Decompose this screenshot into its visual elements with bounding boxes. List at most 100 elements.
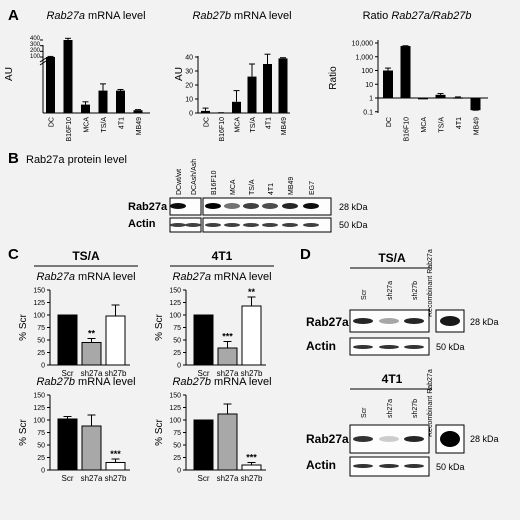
blot-d-4t1-recombinant-label: Recombinant Rab27a (427, 369, 434, 437)
blot-d-4t1: 4T1 Scr sh27a sh27b Recombinant Rab27a Rab… (306, 369, 499, 477)
blot-b-band-rab27a (243, 203, 259, 209)
blot-d-band-actin (404, 464, 424, 468)
blot-d-lane-label: sh27b (412, 281, 419, 300)
xtick-label-chart-c4: sh27b (241, 474, 263, 483)
chart-c-ytick-label: 100 (169, 418, 181, 425)
xtick-label-a1: TS/A (101, 117, 108, 133)
xtick-label-a3: TS/A (439, 117, 446, 133)
blot-d-4t1-header: 4T1 (382, 372, 403, 386)
blot-d-band-actin (379, 464, 399, 468)
xtick-label-chart-c3: sh27a (81, 474, 103, 483)
chart-c-ytick-label: 150 (169, 393, 181, 400)
blot-d-band-actin (353, 464, 373, 468)
blot-b-band-actin (303, 223, 319, 227)
blot-d-band-actin (353, 345, 373, 349)
bar-chart-c4-sh27a (217, 413, 238, 471)
xtick-label-a3: B16F10 (404, 117, 411, 142)
bar-a2-MCA (232, 101, 241, 113)
chart-a1-axis-break (39, 60, 47, 66)
blot-d-lane-label: Scr (361, 407, 368, 418)
xtick-label-a2: MB49 (281, 117, 288, 135)
chart-c-ytick-label: 25 (173, 350, 181, 357)
panel-letter-c: C (8, 246, 19, 263)
bar-a1-DC (46, 57, 55, 113)
bar-chart-c4-sh27b (241, 464, 262, 471)
chart-c-ytick-label: 100 (33, 313, 45, 320)
blot-d-tsa-recombinant-label: Recombinant Rab27a (427, 249, 434, 317)
xtick-label-a2: B16F10 (219, 117, 226, 142)
xtick-label-a3: DC (386, 117, 393, 127)
blot-d-band-rab27a (353, 318, 373, 324)
bar-chart-c1-sh27a (81, 342, 102, 366)
chart-c-ytick-label: 150 (169, 288, 181, 295)
chart-c-ytick-label: 0 (177, 363, 181, 370)
blot-b-band-rab27a (303, 203, 319, 209)
ytick-label-a3: 1,000 (355, 54, 373, 61)
chart-c-ytick-label: 0 (177, 468, 181, 475)
chart-c-ylabel: % Scr (18, 418, 29, 445)
blot-b-row-label-rab27a: Rab27a (128, 201, 168, 213)
bar-a1-MCA (81, 104, 90, 113)
blot-b-band-actin (262, 223, 278, 227)
bar-a1-MB49 (133, 110, 143, 113)
blot-d-4t1-size-50: 50 kDa (436, 462, 465, 472)
xtick-label-a3: MB49 (474, 117, 481, 135)
ytick-label-a3: 10 (365, 82, 373, 89)
ytick-label-a3: 1 (369, 96, 373, 103)
ytick-label-a3: 10,000 (352, 41, 374, 48)
xtick-label-chart-c1: sh27a (81, 369, 103, 378)
xtick-label-chart-c2: sh27a (217, 369, 239, 378)
chart-c-ytick-label: 150 (33, 288, 45, 295)
blot-b-lane-label: MB49 (288, 177, 295, 195)
blot-b-band-actin (170, 223, 186, 227)
blot-b-band-rab27a (170, 203, 186, 209)
blot-d-lane-label: Scr (361, 289, 368, 300)
ytick-label-a2: 20 (185, 83, 193, 90)
blot-d-lane-label: sh27a (387, 281, 394, 300)
chart-a2-title: Rab27b mRNA level (192, 10, 291, 22)
bar-chart-c3-sh27b (105, 462, 126, 471)
chart-c-ytick-label: 50 (173, 338, 181, 345)
xtick-label-chart-c4: sh27a (217, 474, 239, 483)
chart-c-ylabel: % Scr (154, 418, 165, 445)
blot-b-row-label-actin: Actin (128, 218, 156, 230)
blot-b-lane-label: TS/A (249, 179, 256, 195)
xtick-label-chart-c3: sh27b (105, 474, 127, 483)
bar-chart-c2-sh27b (241, 305, 262, 366)
chart-c1: Rab27a mRNA level % Scr 0 25 50 75 100 125 150 S… (18, 271, 136, 378)
chart-a1-ylabel: AU (4, 67, 15, 81)
blot-d-4t1-size-28: 28 kDa (470, 434, 499, 444)
chart-a2-ylabel: AU (174, 67, 185, 81)
xtick-label-a3: 4T1 (456, 117, 463, 129)
bar-a2-4T1 (263, 64, 272, 113)
blot-d-tsa-size-28: 28 kDa (470, 317, 499, 327)
xtick-label-chart-c3: Scr (62, 474, 74, 483)
blot-b-lane-label: DCAsh/Ash (191, 159, 198, 195)
bar-a3-TS/A (435, 94, 446, 98)
xtick-label-a1: MB49 (136, 117, 143, 135)
chart-c-ytick-label: 25 (173, 455, 181, 462)
chart-c2: Rab27a mRNA level % Scr 0 25 50 75 100 125 150 S… (154, 271, 272, 378)
chart-c-ytick-label: 75 (37, 325, 45, 332)
blot-d-tsa-header: TS/A (378, 251, 406, 265)
chart-c-ytick-label: 150 (33, 393, 45, 400)
chart-a2: Rab27b mRNA level AU 0 10 20 30 40 DC B16F10 M… (174, 10, 292, 142)
chart-c-ytick-label: 75 (173, 325, 181, 332)
bar-chart-c1-Scr (57, 314, 78, 366)
chart-c-ytick-label: 125 (169, 300, 181, 307)
chart-c-ytick-label: 50 (37, 338, 45, 345)
blot-d-band-recombinant (440, 431, 460, 447)
chart-c2-title: Rab27a mRNA level (172, 271, 271, 283)
blot-b-band-actin (185, 223, 201, 227)
blot-d-lane-label: sh27a (387, 399, 394, 418)
chart-c-ytick-label: 25 (37, 455, 45, 462)
chart-c-ylabel: % Scr (18, 313, 29, 340)
chart-c4-title: Rab27b mRNA level (172, 376, 271, 388)
xtick-label-chart-c4: Scr (198, 474, 210, 483)
xtick-label-a2: MCA (235, 117, 242, 133)
blot-d-band-recombinant (440, 316, 460, 326)
panel-letter-b: B (8, 150, 19, 167)
blot-d-4t1-row-label-actin: Actin (306, 458, 336, 472)
xtick-label-a1: B16F10 (66, 117, 73, 142)
xtick-label-a2: DC (204, 117, 211, 127)
